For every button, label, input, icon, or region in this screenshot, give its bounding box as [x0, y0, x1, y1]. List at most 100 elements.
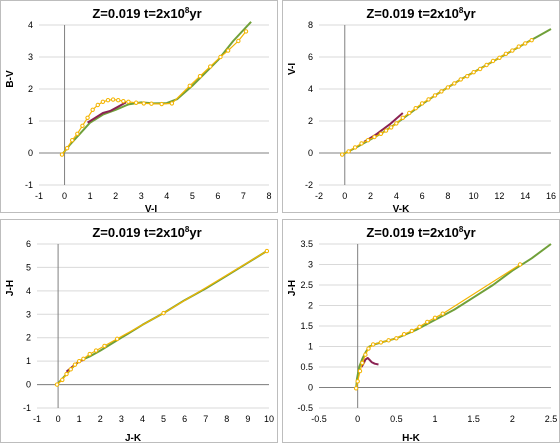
data-point: [378, 340, 384, 345]
data-point: [360, 360, 365, 366]
data-point: [340, 152, 345, 157]
y-tick-label: 0: [26, 380, 31, 390]
data-point: [452, 81, 457, 86]
data-point: [425, 319, 430, 325]
y-tick-label: 3: [26, 309, 31, 319]
y-tick-label: 3.5: [300, 239, 313, 249]
x-tick-label: 5: [161, 414, 166, 424]
x-tick-label: 5: [190, 191, 195, 201]
data-point: [529, 38, 534, 43]
x-tick-label: 0: [355, 414, 360, 424]
data-point: [70, 138, 75, 143]
x-tick-label: 2: [98, 414, 103, 424]
series-line-1: [87, 101, 127, 124]
data-point: [236, 38, 241, 44]
y-tick-label: 0: [28, 148, 33, 158]
y-tick-label: 6: [26, 239, 31, 249]
x-tick-label: 6: [215, 191, 220, 201]
chart-panel-vi-vk: -2 0 2 4 6 8 -2 0 2 4 6 8 10 12 14 16 Z=0.019 t=2x108yr…: [282, 0, 560, 214]
data-point: [394, 121, 399, 126]
y-tick-label: 2: [28, 84, 33, 94]
x-tick-label: -2: [315, 191, 323, 201]
x-tick-label: 6: [420, 191, 425, 201]
x-tick-label: 8: [224, 414, 229, 424]
data-point: [352, 145, 358, 150]
data-point: [413, 106, 418, 111]
chart-title: Z=0.019 t=2x108yr: [92, 6, 201, 21]
y-tick-label: 2: [308, 116, 313, 126]
data-point: [503, 51, 509, 56]
x-tick-label: 9: [245, 414, 250, 424]
y-tick-label: 1: [28, 116, 33, 126]
x-tick-label: 7: [241, 191, 246, 201]
data-point: [76, 358, 82, 364]
y-tick-label: 2: [26, 333, 31, 343]
x-axis-label: J-K: [125, 433, 142, 444]
x-tick-label: 10: [469, 191, 479, 201]
data-point: [471, 70, 476, 75]
y-tick-label: 3: [28, 52, 33, 62]
data-point: [346, 149, 351, 154]
x-tick-label: 3: [119, 414, 124, 424]
data-point: [388, 125, 394, 130]
x-tick-label: 2.5: [545, 414, 558, 424]
series-line-2: [61, 31, 247, 155]
data-point: [102, 343, 107, 349]
chart-panel-bv-vi: -1 0 1 2 3 4 -1 0 1 2 3 4 5 6 7 8 Z=0.019 t=2x108yr V-I…: [0, 0, 278, 214]
data-point: [159, 101, 164, 107]
y-tick-label: 0: [308, 148, 313, 158]
x-tick-label: 10: [264, 414, 274, 424]
y-tick-label: -2: [305, 180, 313, 190]
y-tick-label: 6: [308, 52, 313, 62]
data-point: [59, 152, 65, 157]
y-tick-label: 4: [28, 20, 33, 30]
data-point: [149, 101, 154, 106]
data-point: [353, 386, 359, 391]
x-tick-label: 3: [139, 191, 144, 201]
chart-jh-jk: -1 0 1 2 3 4 5 6 -1 0 1 2 3 4 5 6 7 8 9 10 Z=0.019 t=2x108y…: [5, 225, 274, 444]
chart-panel-jh-jk: -1 0 1 2 3 4 5 6 -1 0 1 2 3 4 5 6 7 8 9 10 Z=0.019 t=2x108y…: [0, 219, 278, 444]
x-tick-label: 4: [140, 414, 145, 424]
y-axis-label: V-I: [287, 63, 298, 75]
y-tick-label: 2.5: [300, 280, 313, 290]
data-point: [93, 348, 99, 353]
data-point: [114, 336, 120, 342]
data-point: [432, 315, 438, 321]
x-tick-label: 2: [113, 191, 118, 201]
data-point: [64, 146, 70, 151]
x-tick-label: 0: [342, 191, 347, 201]
x-tick-label: 2: [368, 191, 373, 201]
grid-lines: [37, 243, 269, 409]
series-line-0: [61, 21, 252, 156]
chart-title: Z=0.019 t=2x108yr: [366, 6, 475, 21]
y-tick-label: -0.5: [297, 403, 313, 413]
x-tick-label: 16: [546, 191, 556, 201]
y-tick-label: 2: [308, 301, 313, 311]
data-point: [80, 123, 85, 129]
x-tick-label: 0.5: [390, 414, 403, 424]
data-point: [458, 77, 463, 82]
data-point: [357, 368, 363, 374]
x-tick-label: -1: [33, 414, 41, 424]
x-tick-label: 1.5: [467, 414, 480, 424]
data-point: [516, 44, 521, 49]
y-axis-label: B-V: [5, 70, 16, 88]
y-tick-label: 4: [26, 286, 31, 296]
data-point: [378, 131, 384, 137]
y-tick-label: 5: [26, 262, 31, 272]
chart-jh-hk: -0.5 0 0.5 1 1.5 2 2.5 3 3.5 -0.5 0 0.5 1 1.5 2 2.5 Z=0…: [287, 225, 558, 444]
data-point: [81, 356, 86, 362]
data-point: [370, 342, 376, 347]
x-tick-label: 8: [445, 191, 450, 201]
y-tick-label: 3: [308, 260, 313, 270]
y-axis-label: J-H: [5, 280, 16, 296]
data-point: [363, 352, 368, 357]
data-point: [409, 328, 415, 334]
data-point: [141, 101, 146, 106]
x-tick-label: 7: [203, 414, 208, 424]
data-point: [407, 110, 412, 116]
data-point: [64, 371, 69, 377]
data-point: [161, 310, 166, 316]
data-point: [75, 131, 80, 137]
